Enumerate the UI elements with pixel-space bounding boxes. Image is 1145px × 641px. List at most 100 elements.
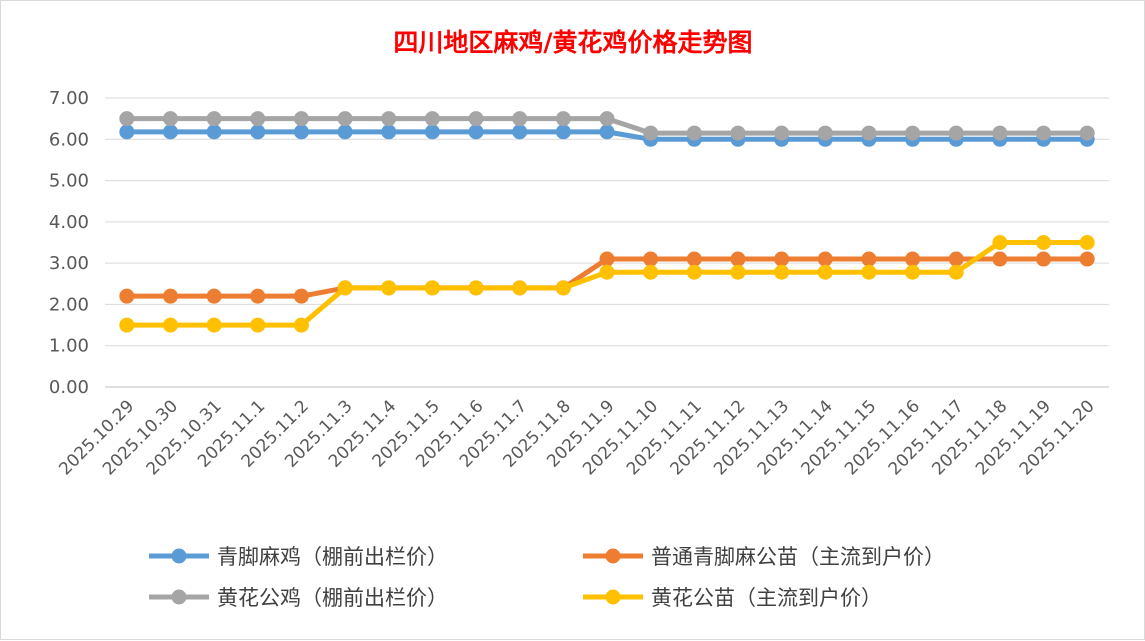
data-point	[555, 280, 571, 296]
data-point	[817, 264, 833, 280]
data-point	[1036, 235, 1052, 250]
legend-label: 普通青脚麻公苗（主流到户价）	[651, 545, 945, 569]
data-point	[1036, 125, 1052, 141]
data-point	[337, 280, 353, 296]
y-axis-ticks: 0.00 1.00 2.00 3.00 4.00 5.00 6.00 7.00	[49, 88, 89, 398]
data-point	[468, 124, 484, 140]
data-point	[162, 317, 178, 333]
data-point	[206, 288, 222, 304]
data-point	[468, 280, 484, 296]
data-point	[555, 111, 571, 127]
data-point	[992, 251, 1008, 267]
data-point	[599, 111, 615, 127]
data-point	[119, 111, 135, 127]
data-point	[817, 125, 833, 141]
data-point	[293, 288, 309, 304]
data-point	[992, 125, 1008, 141]
data-point	[206, 317, 222, 333]
data-point	[293, 317, 309, 333]
legend-item: 青脚麻鸡（棚前出栏价）	[149, 545, 448, 569]
legend-label: 黄花公苗（主流到户价）	[651, 586, 882, 610]
data-point	[512, 124, 528, 140]
chart-title: 四川地区麻鸡/黄花鸡价格走势图	[393, 28, 752, 57]
data-point	[774, 251, 790, 267]
data-point	[774, 264, 790, 280]
series-2	[119, 251, 1095, 304]
legend-swatch-marker	[605, 548, 621, 564]
data-point	[293, 124, 309, 140]
y-tick-label: 0.00	[49, 377, 89, 398]
data-point	[381, 124, 397, 140]
data-point	[424, 111, 440, 127]
data-point	[861, 264, 877, 280]
data-point	[643, 251, 659, 267]
data-point	[337, 124, 353, 140]
data-point	[468, 111, 484, 127]
data-point	[424, 280, 440, 296]
y-tick-label: 5.00	[49, 171, 89, 192]
data-point	[730, 125, 746, 141]
legend-item: 普通青脚麻公苗（主流到户价）	[583, 545, 945, 569]
legend-swatch-marker	[171, 589, 187, 605]
y-tick-label: 2.00	[49, 294, 89, 315]
data-point	[250, 111, 266, 127]
data-point	[206, 124, 222, 140]
data-point	[948, 125, 964, 141]
data-point	[905, 251, 921, 267]
data-point	[992, 235, 1008, 250]
series-4	[119, 235, 1095, 333]
data-point	[643, 264, 659, 280]
data-point	[861, 125, 877, 141]
y-tick-label: 3.00	[49, 253, 89, 274]
legend-item: 黄花公鸡（棚前出栏价）	[149, 586, 448, 610]
data-point	[119, 124, 135, 140]
data-point	[162, 111, 178, 127]
legend-label: 青脚麻鸡（棚前出栏价）	[217, 545, 448, 569]
y-tick-label: 7.00	[49, 88, 89, 109]
data-point	[424, 124, 440, 140]
data-point	[162, 124, 178, 140]
data-point	[599, 251, 615, 267]
data-point	[817, 251, 833, 267]
legend-label: 黄花公鸡（棚前出栏价）	[217, 586, 448, 610]
x-axis-ticks: 2025.10.292025.10.302025.10.312025.11.12…	[55, 396, 1098, 479]
data-point	[774, 125, 790, 141]
y-tick-label: 4.00	[49, 212, 89, 233]
data-point	[337, 111, 353, 127]
data-point	[293, 111, 309, 127]
data-point	[686, 125, 702, 141]
data-point	[1079, 251, 1095, 267]
data-point	[250, 124, 266, 140]
data-point	[599, 264, 615, 280]
data-point	[1036, 251, 1052, 267]
data-point	[381, 280, 397, 296]
data-point	[206, 111, 222, 127]
data-point	[730, 251, 746, 267]
series-3	[119, 111, 1095, 141]
grid-lines	[105, 97, 1109, 388]
data-point	[948, 264, 964, 280]
data-point	[555, 124, 571, 140]
y-tick-label: 6.00	[49, 129, 89, 150]
data-point	[905, 125, 921, 141]
data-point	[948, 251, 964, 267]
data-point	[1079, 125, 1095, 141]
legend-item: 黄花公苗（主流到户价）	[583, 586, 882, 610]
legend-swatch-marker	[171, 548, 187, 564]
legend-swatch-marker	[605, 589, 621, 605]
data-point	[861, 251, 877, 267]
data-point	[1079, 235, 1095, 250]
y-tick-label: 1.00	[49, 336, 89, 357]
data-point	[512, 280, 528, 296]
series-group	[119, 111, 1095, 333]
data-point	[686, 251, 702, 267]
data-point	[119, 317, 135, 333]
data-point	[250, 288, 266, 304]
data-point	[599, 124, 615, 140]
data-point	[162, 288, 178, 304]
data-point	[119, 288, 135, 304]
data-point	[686, 264, 702, 280]
data-point	[730, 264, 746, 280]
